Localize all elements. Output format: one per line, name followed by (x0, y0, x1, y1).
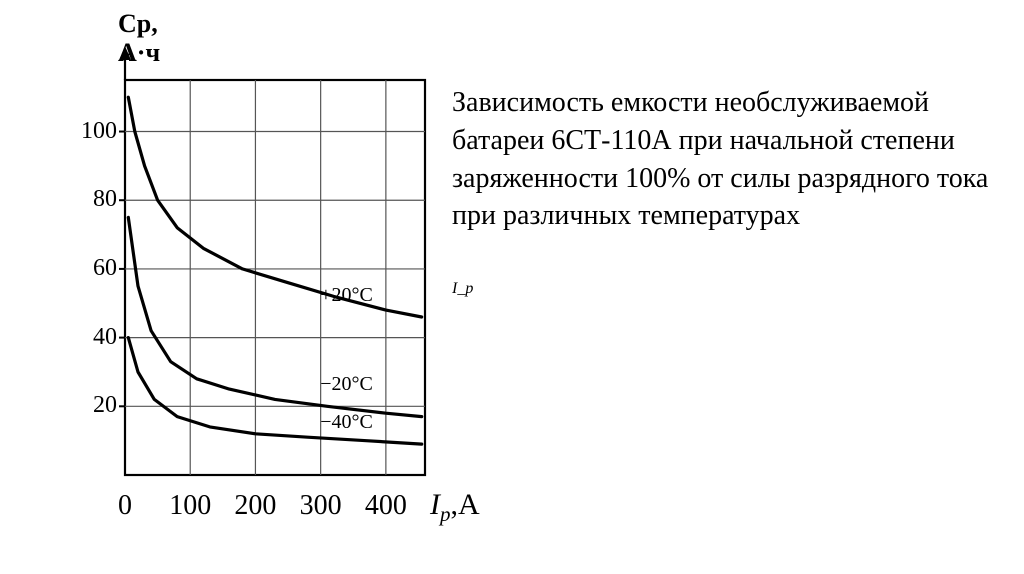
figure-caption: Зависимость емкости необслуживаемой бата… (452, 84, 996, 235)
x-tick-200: 200 (225, 490, 285, 522)
x-axis-sub: p (440, 502, 451, 526)
y-tick-100: 100 (69, 118, 117, 145)
y-axis-title-line2: А·ч (118, 39, 160, 68)
y-tick-60: 60 (69, 255, 117, 282)
y-axis-title-line1: Ср, (118, 10, 160, 39)
x-tick-0: 0 (95, 490, 155, 522)
x-tick-300: 300 (291, 490, 351, 522)
y-tick-20: 20 (69, 392, 117, 419)
x-tick-100: 100 (160, 490, 220, 522)
x-tick-400: 400 (356, 490, 416, 522)
y-axis-title: Ср, А·ч (118, 10, 160, 67)
figure-caption-sub: I_p (452, 280, 473, 298)
series-label-minus20: −20°С (320, 373, 373, 396)
x-axis-title: Ip,А (430, 488, 480, 527)
capacity-vs-current-chart: Ср, А·ч 20406080100 0100200300400 +20°С−… (30, 10, 460, 530)
y-tick-40: 40 (69, 324, 117, 351)
x-axis-var: I (430, 488, 440, 521)
series-label-plus20: +20°С (320, 284, 373, 307)
x-axis-unit: ,А (451, 488, 480, 521)
y-tick-80: 80 (69, 186, 117, 213)
series-label-minus40: −40°С (320, 411, 373, 434)
